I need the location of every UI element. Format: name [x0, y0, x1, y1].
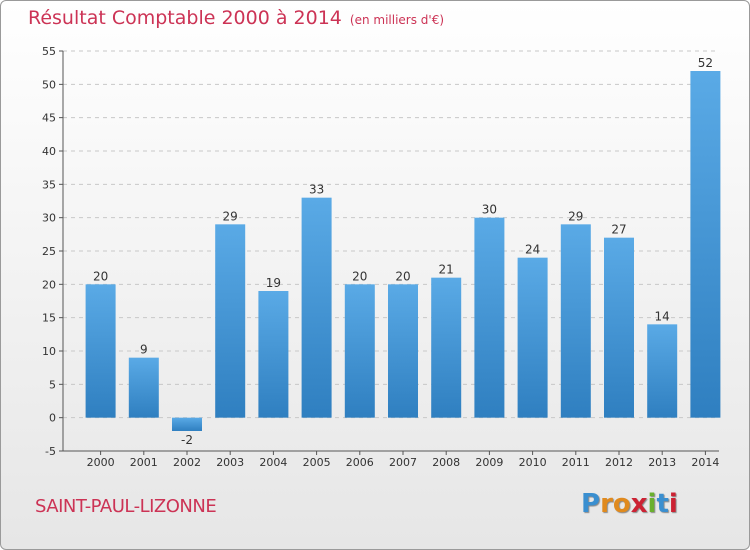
x-tick-label: 2000 [87, 456, 115, 469]
proxiti-logo[interactable]: Proxiti [581, 489, 678, 519]
data-label-2007: 20 [395, 269, 410, 283]
y-tick-label: 35 [42, 178, 56, 191]
x-tick-label: 2008 [432, 456, 460, 469]
data-label-2010: 24 [525, 243, 540, 257]
brand-letter: t [656, 489, 669, 519]
bar-2002[interactable] [172, 417, 202, 431]
chart-title-text: Résultat Comptable 2000 à 2014 [28, 7, 342, 29]
data-label-2003: 29 [223, 209, 238, 223]
data-labels: 20 9 -2 29 19 33 20 20 21 30 24 29 27 14 52 [93, 56, 713, 447]
bar-2013[interactable] [647, 324, 678, 418]
location-name: SAINT-PAUL-LIZONNE [35, 496, 217, 517]
x-tick-label: 2001 [130, 456, 158, 469]
x-tick-label: 2007 [389, 456, 417, 469]
bar-2011[interactable] [560, 224, 591, 418]
data-label-2005: 33 [309, 183, 324, 197]
y-tick-label: 50 [42, 78, 56, 91]
x-tick-label: 2003 [216, 456, 244, 469]
x-tick-label: 2011 [562, 456, 590, 469]
x-tick-label: 2014 [691, 456, 719, 469]
data-label-2004: 19 [266, 276, 281, 290]
bar-2004[interactable] [258, 291, 289, 418]
brand-letter: o [612, 489, 631, 519]
bar-2010[interactable] [517, 257, 548, 418]
data-label-2012: 27 [611, 223, 626, 237]
y-tick-label: 15 [42, 312, 56, 325]
bar-2003[interactable] [215, 224, 246, 418]
data-label-2013: 14 [655, 309, 670, 323]
data-label-2014: 52 [698, 56, 713, 70]
chart-title: Résultat Comptable 2000 à 2014 (en millie… [28, 7, 444, 29]
bar-2001[interactable] [128, 357, 159, 418]
x-tick-label: 2012 [605, 456, 633, 469]
y-tick-label: 25 [42, 245, 56, 258]
bars [85, 71, 721, 431]
bar-2000[interactable] [85, 284, 116, 418]
brand-letter: P [581, 489, 601, 519]
x-tick-label: 2005 [303, 456, 331, 469]
x-tick-label: 2006 [346, 456, 374, 469]
y-tick-label: 30 [42, 212, 56, 225]
y-tick-label: 40 [42, 145, 56, 158]
x-tick-label: 2010 [519, 456, 547, 469]
bar-2009[interactable] [474, 217, 505, 418]
y-tick-label: 20 [42, 278, 56, 291]
data-label-2009: 30 [482, 203, 497, 217]
brand-letter: i [647, 489, 657, 519]
x-tick-label: 2004 [259, 456, 287, 469]
x-tick-label: 2002 [173, 456, 201, 469]
x-tick-label: 2013 [648, 456, 676, 469]
brand-letter: i [668, 489, 678, 519]
bar-2014[interactable] [690, 71, 721, 418]
bar-2006[interactable] [344, 284, 375, 418]
y-tick-label: 55 [42, 45, 56, 58]
data-label-2001: 9 [140, 343, 148, 357]
x-tick-label: 2009 [475, 456, 503, 469]
brand-letter: x [630, 489, 648, 519]
y-tick-label: -5 [45, 445, 56, 458]
bar-2008[interactable] [431, 277, 462, 418]
data-label-2006: 20 [352, 269, 367, 283]
y-tick-label: 10 [42, 345, 56, 358]
data-label-2011: 29 [568, 209, 583, 223]
y-tick-label: 45 [42, 112, 56, 125]
axes: -5 0 5 10 15 20 25 30 35 40 45 50 55 2000 2001 2002 2003… [42, 45, 719, 469]
y-tick-label: 0 [49, 412, 56, 425]
data-label-2000: 20 [93, 269, 108, 283]
bar-2007[interactable] [388, 284, 418, 418]
bar-2012[interactable] [604, 237, 634, 418]
data-label-2008: 21 [439, 263, 454, 277]
brand-letter: r [600, 489, 613, 519]
data-label-2002: -2 [181, 433, 193, 447]
y-tick-label: 5 [49, 378, 56, 391]
bar-2005[interactable] [301, 197, 332, 418]
chart-subtitle: (en milliers d'€) [349, 13, 445, 27]
